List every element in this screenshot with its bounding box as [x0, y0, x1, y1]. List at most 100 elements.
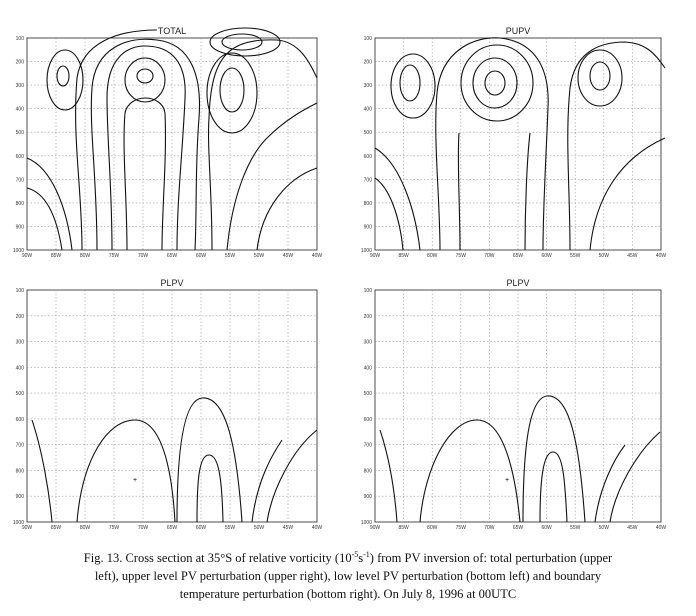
x-tick-label: 45W: [283, 253, 294, 259]
x-tick-label: 85W: [398, 253, 409, 259]
y-tick-label: 700: [16, 443, 25, 449]
y-tick-label: 100: [364, 36, 373, 42]
x-tick-label: 55W: [570, 525, 581, 531]
contours-total: [26, 27, 318, 251]
x-tick-label: 80W: [80, 253, 91, 259]
x-tick-label: 40W: [312, 525, 323, 531]
x-tick-label: 65W: [167, 525, 178, 531]
x-tick-label: 50W: [599, 525, 610, 531]
y-tick-label: 200: [16, 60, 25, 66]
y-tick-label: 600: [16, 154, 25, 160]
y-tick-label: 200: [364, 60, 373, 66]
x-tick-label: 75W: [109, 525, 120, 531]
panel-title: TOTAL: [158, 26, 186, 36]
y-tick-label: 900: [364, 494, 373, 500]
y-tick-label: 1000: [13, 248, 24, 254]
x-tick-label: 55W: [225, 525, 236, 531]
caption-text: Fig. 13. Cross section at 35°S of relati…: [84, 551, 352, 565]
x-tick-label: 60W: [196, 525, 207, 531]
x-tick-label: 75W: [456, 253, 467, 259]
y-tick-label: 1000: [361, 520, 372, 526]
x-tick-label: 40W: [656, 253, 667, 259]
x-tick-label: 80W: [427, 525, 438, 531]
caption-text: s: [358, 551, 363, 565]
y-tick-label: 300: [16, 340, 25, 346]
x-tick-label: 65W: [513, 525, 524, 531]
y-tick-label: 800: [364, 201, 373, 207]
x-tick-label: 75W: [456, 525, 467, 531]
y-tick-label: 600: [364, 154, 373, 160]
x-tick-label: 50W: [254, 253, 265, 259]
contours-plpv: +: [31, 397, 318, 523]
y-tick-label: 1000: [361, 248, 372, 254]
x-tick-label: 50W: [254, 525, 265, 531]
caption-line: temperature perturbation (bottom right).…: [180, 587, 516, 601]
x-tick-label: 90W: [22, 525, 33, 531]
y-tick-label: 700: [16, 177, 25, 183]
y-tick-label: 800: [364, 468, 373, 474]
x-tick-label: 55W: [225, 253, 236, 259]
x-tick-label: 60W: [196, 253, 207, 259]
y-tick-label: 1000: [13, 520, 24, 526]
x-tick-label: 55W: [570, 253, 581, 259]
y-tick-label: 700: [364, 177, 373, 183]
x-tick-label: 75W: [109, 253, 120, 259]
x-tick-label: 40W: [656, 525, 667, 531]
y-tick-label: 300: [364, 83, 373, 89]
contours-blt: +: [379, 395, 661, 523]
x-tick-label: 70W: [138, 525, 149, 531]
caption-sup: -5: [352, 550, 359, 559]
y-tick-label: 700: [364, 443, 373, 449]
x-tick-label: 65W: [513, 253, 524, 259]
y-tick-label: 900: [16, 494, 25, 500]
y-tick-label: 100: [16, 288, 25, 294]
x-tick-label: 40W: [312, 253, 323, 259]
y-tick-label: 900: [16, 224, 25, 230]
x-tick-label: 60W: [541, 525, 552, 531]
x-tick-label: 70W: [484, 525, 495, 531]
y-tick-label: 500: [16, 391, 25, 397]
y-tick-label: 500: [16, 130, 25, 136]
y-tick-label: 600: [364, 417, 373, 423]
y-tick-label: 300: [364, 340, 373, 346]
marker: +: [505, 477, 509, 484]
y-tick-label: 400: [364, 107, 373, 113]
x-tick-label: 90W: [370, 253, 381, 259]
x-tick-label: 90W: [22, 253, 33, 259]
x-tick-label: 50W: [599, 253, 610, 259]
y-tick-label: 500: [364, 130, 373, 136]
y-tick-label: 300: [16, 83, 25, 89]
x-tick-label: 80W: [427, 253, 438, 259]
caption-text: ) from PV inversion of: total perturbati…: [370, 551, 613, 565]
panel-title: PLPV: [160, 278, 183, 288]
y-tick-label: 800: [16, 201, 25, 207]
caption-sup: -1: [363, 550, 370, 559]
x-tick-label: 90W: [370, 525, 381, 531]
y-tick-label: 600: [16, 417, 25, 423]
x-tick-label: 80W: [80, 525, 91, 531]
caption-line: left), upper level PV perturbation (uppe…: [95, 569, 602, 583]
caption-line: Fig. 13. Cross section at 35°S of relati…: [84, 550, 613, 565]
y-tick-label: 100: [16, 36, 25, 42]
y-tick-label: 200: [16, 314, 25, 320]
y-tick-label: 900: [364, 224, 373, 230]
y-tick-label: 800: [16, 468, 25, 474]
y-tick-label: 400: [364, 365, 373, 371]
x-tick-label: 65W: [167, 253, 178, 259]
y-tick-label: 400: [16, 365, 25, 371]
x-tick-label: 85W: [51, 525, 62, 531]
x-tick-label: 70W: [484, 253, 495, 259]
x-tick-label: 60W: [541, 253, 552, 259]
x-tick-label: 45W: [283, 525, 294, 531]
panel-title: PUPV: [506, 26, 531, 36]
y-tick-label: 200: [364, 314, 373, 320]
panel-title: PLPV: [506, 278, 529, 288]
y-tick-label: 400: [16, 107, 25, 113]
y-tick-label: 500: [364, 391, 373, 397]
contours-pupv: [374, 37, 666, 251]
x-tick-label: 45W: [627, 525, 638, 531]
marker: +: [133, 477, 137, 484]
y-tick-label: 100: [364, 288, 373, 294]
x-tick-label: 70W: [138, 253, 149, 259]
